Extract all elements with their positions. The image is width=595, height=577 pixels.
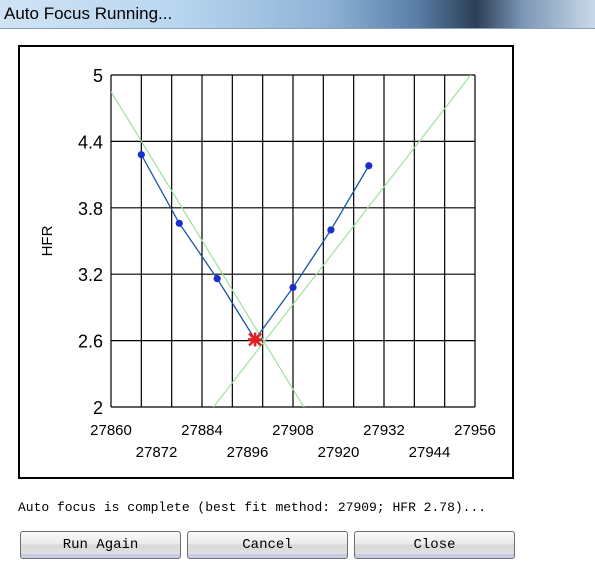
y-tick-label: 5 xyxy=(93,66,103,86)
x-tick-label: 27872 xyxy=(136,444,178,461)
data-point xyxy=(213,275,221,283)
data-point xyxy=(137,151,145,159)
x-tick-label: 27920 xyxy=(318,444,360,461)
x-tick-label: 27908 xyxy=(272,422,314,439)
focus-chart-frame: 5 4.4 3.8 3.2 2.6 2 27860 27884 27908 27932 27956 2… xyxy=(18,45,514,479)
data-point xyxy=(327,226,335,234)
data-point xyxy=(289,283,297,292)
x-tick-label: 27956 xyxy=(454,422,496,439)
fit-line xyxy=(212,75,472,407)
y-tick-label: 4.4 xyxy=(78,132,103,152)
x-tick-label: 27884 xyxy=(181,422,223,439)
status-text: Auto focus is complete (best fit method:… xyxy=(18,500,487,515)
fit-line xyxy=(111,91,305,407)
x-tick-label: 27896 xyxy=(227,444,269,461)
x-tick-label: 27944 xyxy=(409,444,451,461)
title-bar[interactable]: Auto Focus Running... xyxy=(0,0,595,29)
y-tick-label: 2.6 xyxy=(78,332,103,352)
y-tick-label: 3.8 xyxy=(78,199,103,219)
data-point xyxy=(365,162,373,170)
y-tick-label: 3.2 xyxy=(78,265,103,285)
y-axis-label: HFR xyxy=(39,225,56,256)
cancel-button[interactable]: Cancel xyxy=(187,531,348,559)
data-point xyxy=(175,219,183,227)
x-tick-label: 27860 xyxy=(90,422,132,439)
best-focus-marker xyxy=(248,332,263,347)
x-tick-label: 27932 xyxy=(363,422,405,439)
y-tick-label: 2 xyxy=(93,398,103,418)
data-line xyxy=(140,154,370,341)
window-title: Auto Focus Running... xyxy=(4,4,173,23)
run-again-button[interactable]: Run Again xyxy=(20,531,181,559)
close-button[interactable]: Close xyxy=(354,531,515,559)
